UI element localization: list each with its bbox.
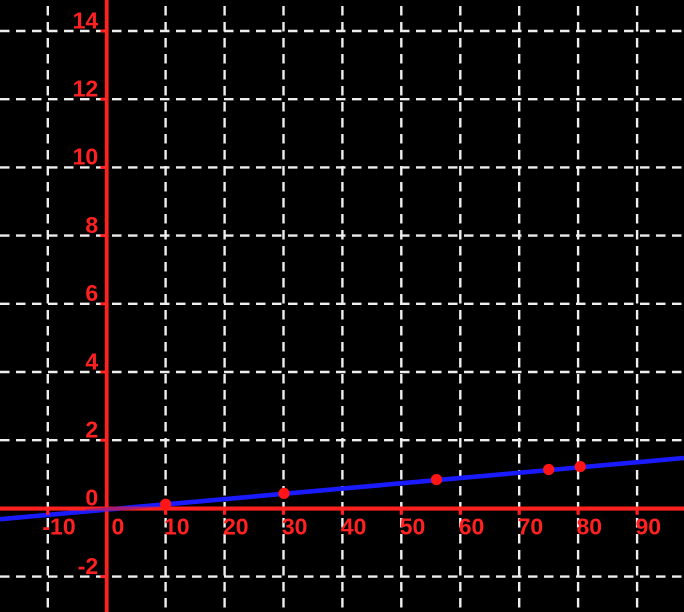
svg-text:6: 6 bbox=[85, 280, 98, 306]
svg-text:70: 70 bbox=[518, 514, 544, 540]
svg-text:60: 60 bbox=[459, 514, 485, 540]
svg-text:10: 10 bbox=[164, 514, 190, 540]
svg-text:90: 90 bbox=[636, 514, 662, 540]
svg-text:40: 40 bbox=[341, 514, 367, 540]
svg-text:50: 50 bbox=[400, 514, 426, 540]
svg-text:14: 14 bbox=[73, 7, 99, 33]
svg-text:30: 30 bbox=[282, 514, 308, 540]
svg-text:10: 10 bbox=[73, 144, 99, 170]
svg-text:12: 12 bbox=[73, 76, 99, 102]
svg-text:8: 8 bbox=[85, 212, 98, 238]
svg-text:0: 0 bbox=[112, 514, 125, 540]
svg-text:20: 20 bbox=[223, 514, 249, 540]
svg-text:2: 2 bbox=[85, 417, 98, 443]
svg-text:4: 4 bbox=[85, 348, 98, 374]
svg-text:80: 80 bbox=[577, 514, 603, 540]
svg-text:0: 0 bbox=[85, 485, 98, 511]
svg-text:-2: -2 bbox=[78, 553, 98, 579]
svg-text:-10: -10 bbox=[42, 514, 75, 540]
